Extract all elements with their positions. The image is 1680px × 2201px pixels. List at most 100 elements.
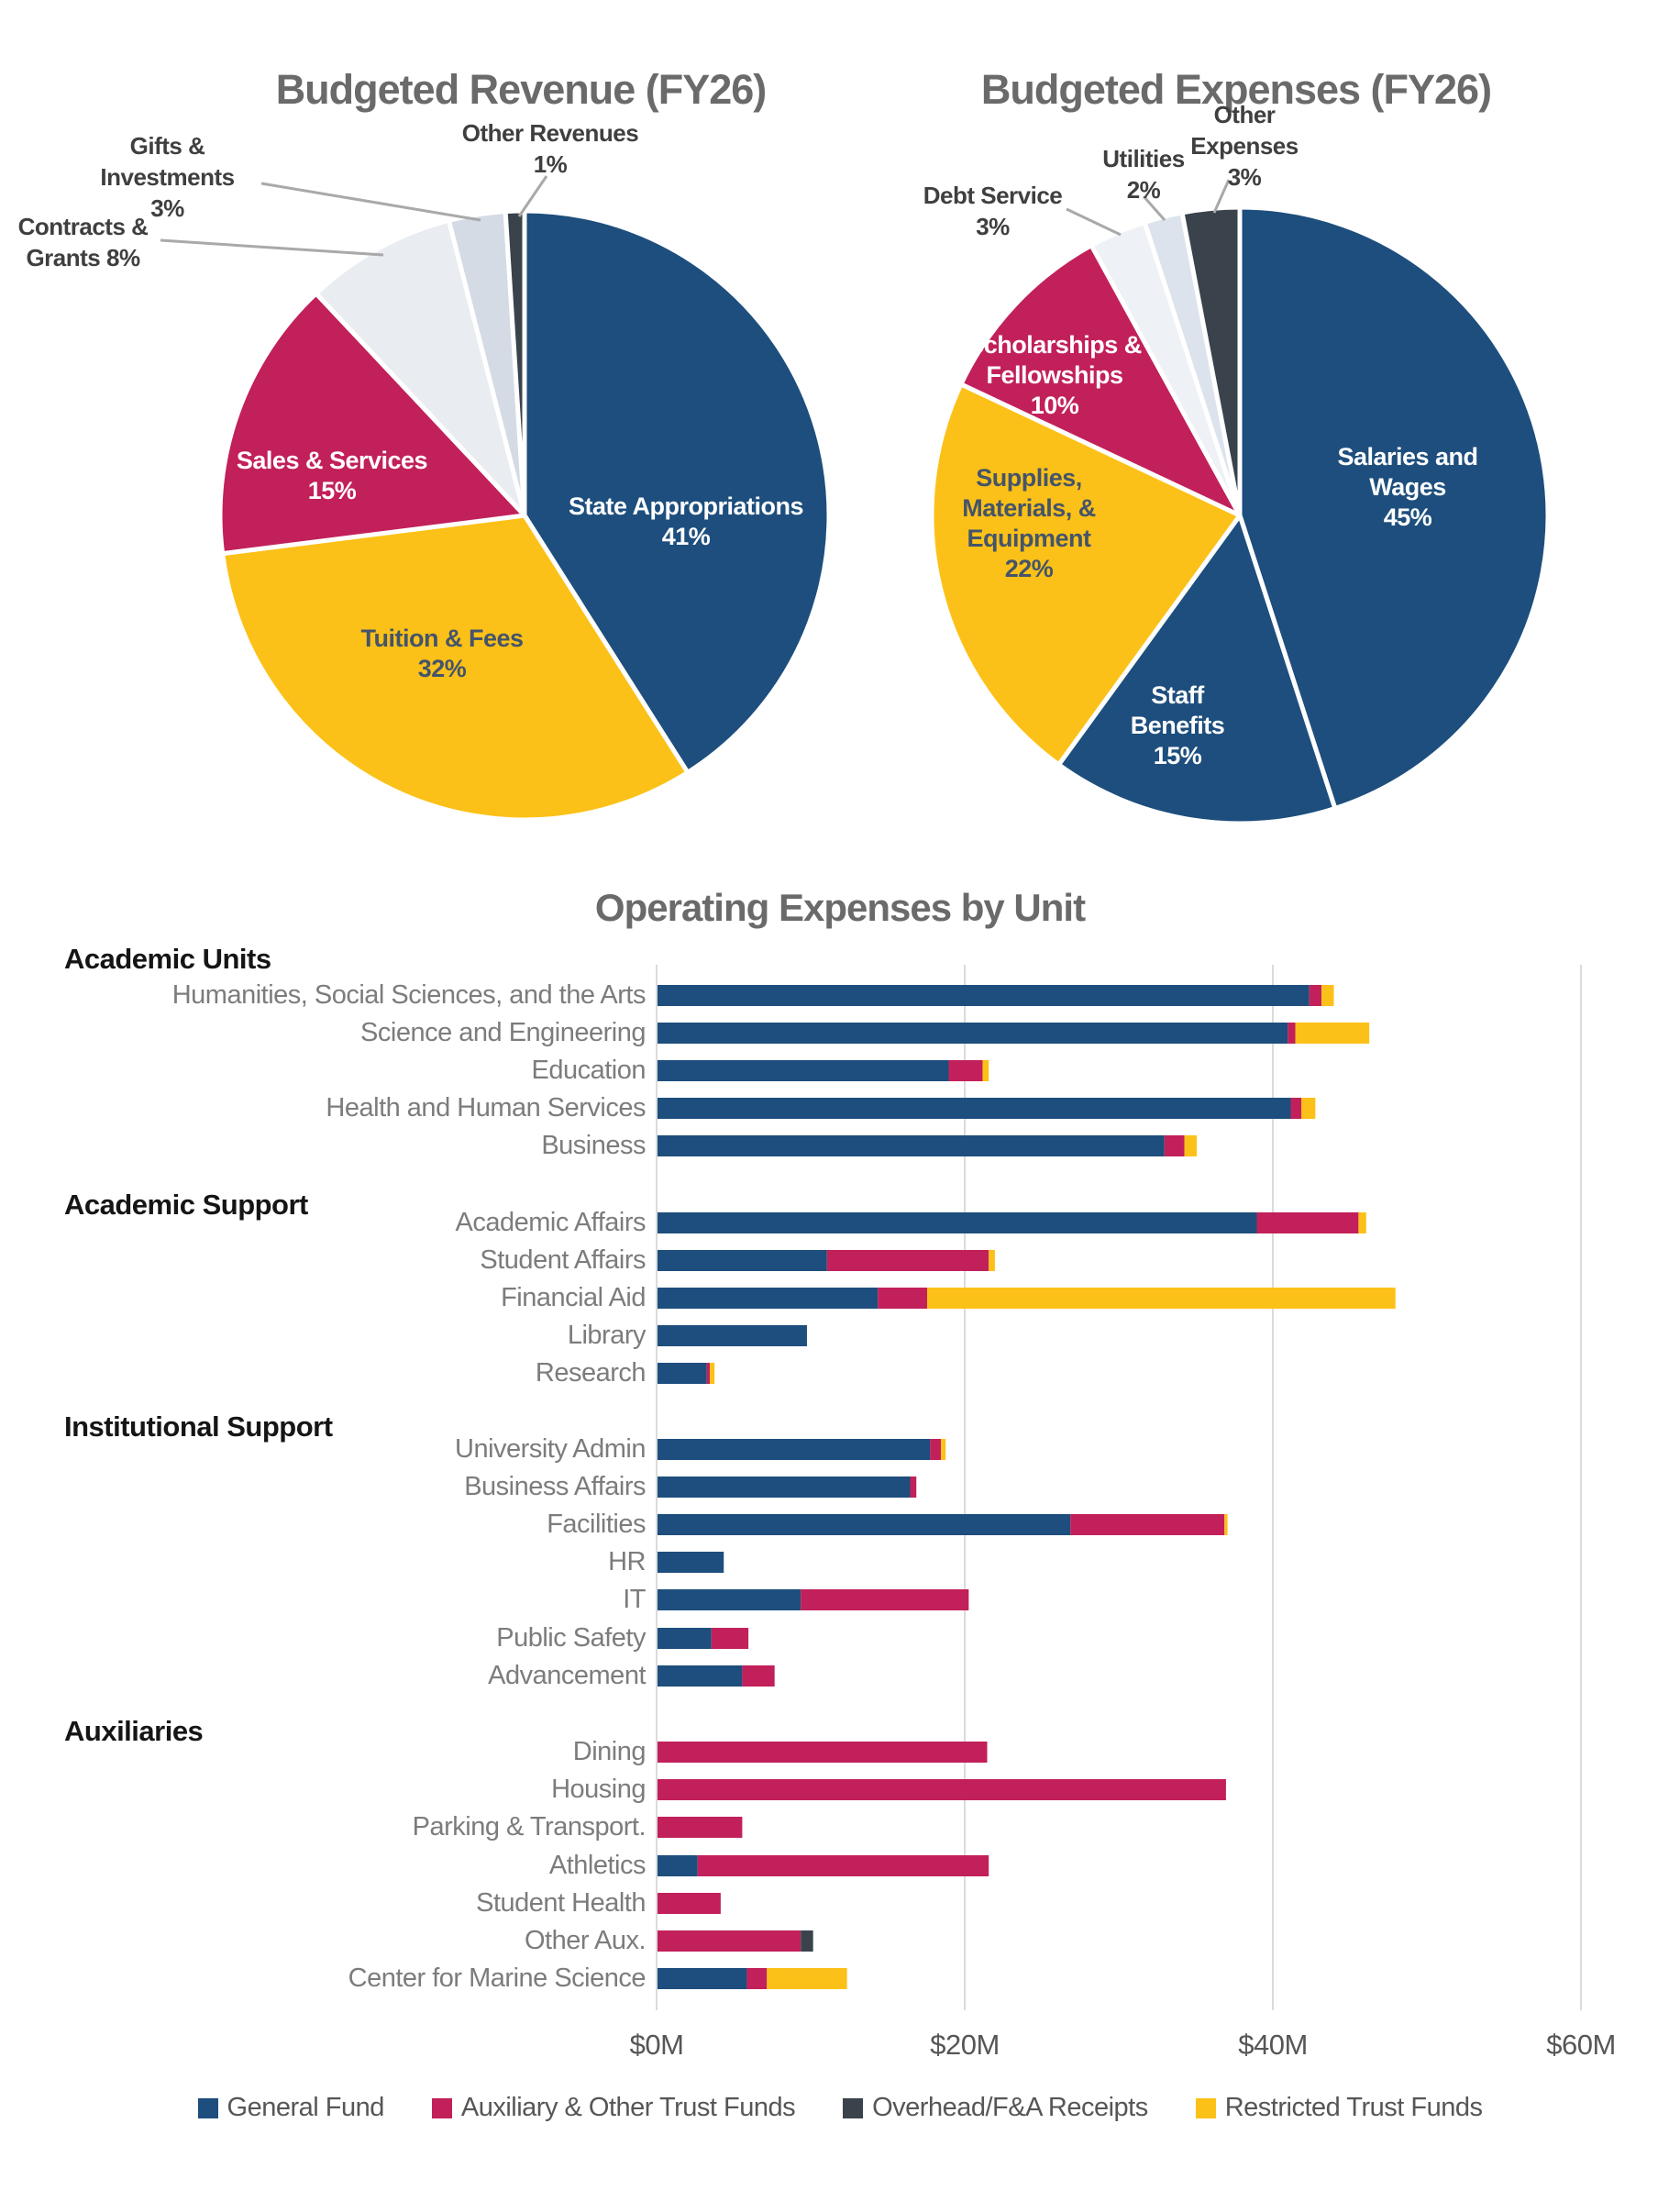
pie2-label-scholarships: Scholarships & Fellowships 10%: [965, 330, 1144, 421]
x-axis-tick-label: $60M: [1546, 2029, 1616, 2061]
bar-segment: [658, 1665, 743, 1687]
bar-row-label: Academic Affairs: [455, 1207, 647, 1237]
pie1-label-other-revenues: Other Revenues 1%: [454, 117, 647, 180]
slice-pct: 1%: [533, 150, 568, 178]
section-header-institutional-support: Institutional Support: [64, 1410, 333, 1443]
bar-row-label: Other Aux.: [524, 1925, 647, 1955]
pie-slice-tuition-fees: [220, 513, 691, 823]
pie1-label-tuition-fees: Tuition & Fees 32%: [341, 624, 543, 684]
slice-pct: 8%: [105, 244, 140, 271]
bar-row-label: Public Safety: [496, 1622, 646, 1653]
slice-label: Gifts & Investments: [100, 132, 235, 191]
bar-row-label: Science and Engineering: [360, 1017, 646, 1047]
section-header-academic-units: Academic Units: [64, 943, 271, 975]
bar-row-label: HR: [608, 1546, 646, 1576]
bar-row-label: IT: [623, 1584, 646, 1614]
bar-row-label: Student Health: [476, 1887, 646, 1918]
label-leader-line: [1066, 207, 1122, 237]
bar-row-label: Health and Human Services: [326, 1092, 646, 1123]
bar-row-label: Housing: [551, 1774, 646, 1804]
slice-pct: 3%: [1227, 163, 1262, 191]
legend-swatch-restricted-trust: [1195, 2097, 1216, 2118]
pie2-label-salaries-wages: Salaries and Wages 45%: [1330, 442, 1486, 533]
bar-row-label: Business: [541, 1130, 646, 1160]
bar-row-label: Education: [531, 1055, 647, 1085]
bar-row-label: Facilities: [547, 1509, 646, 1539]
slice-label: Scholarships & Fellowships: [967, 331, 1142, 389]
pie1-label-gifts-investments: Gifts & Investments 3%: [92, 130, 243, 224]
bar-row-label: Financial Aid: [501, 1282, 646, 1312]
bar-segment: [658, 1250, 827, 1271]
bar-segment: [658, 1589, 801, 1610]
slice-pct: 45%: [1383, 503, 1432, 531]
bar-segment: [1256, 1212, 1359, 1233]
legend-swatch-auxiliary-trust: [431, 2097, 452, 2118]
legend-swatch-overhead: [843, 2097, 864, 2118]
bar-chart-legend: General Fund Auxiliary & Other Trust Fun…: [0, 2093, 1680, 2123]
legend-swatch-general-fund: [197, 2097, 218, 2118]
pie-slice-scholarships-fellowships: [958, 243, 1243, 518]
slice-label: Other Expenses: [1190, 101, 1299, 160]
bar-row-label: Center for Marine Science: [348, 1963, 647, 1993]
bar-segment: [658, 1930, 801, 1952]
x-axis-tick-label: $40M: [1238, 2029, 1308, 2061]
bar-row-label: University Admin: [455, 1433, 646, 1464]
slice-pct: 10%: [1030, 392, 1079, 419]
bar-segment: [878, 1288, 927, 1309]
pie1-label-state-appropriations: State Appropriations 41%: [553, 492, 819, 552]
slice-pct: 15%: [307, 477, 357, 504]
bar-segment: [658, 1212, 1257, 1233]
pie-title-revenue: Budgeted Revenue (FY26): [275, 66, 768, 113]
pie-slice-staff-benefits: [1056, 513, 1338, 826]
bar-segment: [658, 1363, 707, 1384]
bar-segment: [658, 1552, 724, 1573]
slice-pct: 2%: [1126, 176, 1161, 204]
x-axis-tick-label: $20M: [930, 2029, 1000, 2061]
bar-segment: [767, 1968, 847, 1989]
slice-pct: 15%: [1153, 742, 1202, 769]
section-header-academic-support: Academic Support: [64, 1189, 308, 1221]
legend-label: General Fund: [227, 2093, 385, 2122]
pie-slice-sales-services: [217, 291, 527, 557]
bar-segment: [1290, 1098, 1302, 1119]
bar-row-label: Library: [567, 1320, 647, 1350]
label-leader-line: [160, 238, 384, 257]
bar-segment: [658, 1855, 698, 1876]
pie2-label-supplies-materials: Supplies, Materials, & Equipment 22%: [937, 463, 1121, 584]
bar-segment: [658, 985, 1310, 1006]
bar-segment: [801, 1930, 813, 1952]
bar-segment: [711, 1628, 749, 1649]
slice-label: Contracts & Grants: [17, 213, 149, 271]
bar-row-label: Advancement: [488, 1660, 646, 1690]
slice-label: State Appropriations: [568, 492, 804, 520]
slice-label: Staff Benefits: [1130, 681, 1225, 739]
bar-segment: [910, 1477, 917, 1498]
label-leader-line: [1142, 195, 1166, 221]
slice-label: Utilities: [1102, 145, 1185, 172]
legend-label: Restricted Trust Funds: [1224, 2093, 1483, 2122]
bar-segment: [658, 1893, 721, 1914]
bar-segment: [1321, 985, 1334, 1006]
bar-segment: [941, 1439, 946, 1460]
bar-segment: [658, 1742, 988, 1763]
bar-row-label: Business Affairs: [464, 1471, 646, 1501]
bar-segment: [658, 1817, 743, 1838]
bar-segment: [658, 1968, 747, 1989]
bar-segment: [658, 1439, 931, 1460]
pie2-label-utilities: Utilities 2%: [1087, 143, 1200, 205]
bar-segment: [930, 1439, 942, 1460]
legend-label: Auxiliary & Other Trust Funds: [460, 2093, 796, 2122]
slice-pct: 3%: [976, 213, 1010, 240]
slice-pct: 3%: [150, 194, 184, 222]
pie1-label-sales-services: Sales & Services 15%: [222, 446, 442, 506]
bar-segment: [1070, 1514, 1225, 1535]
legend-label: Overhead/F&A Receipts: [872, 2093, 1148, 2122]
slice-label: Sales & Services: [236, 447, 428, 474]
pie-slice-other-expenses: [1179, 205, 1243, 518]
bar-segment: [658, 1514, 1071, 1535]
bar-segment: [658, 1779, 1226, 1800]
bar-segment: [658, 1023, 1288, 1044]
bar-segment: [1164, 1135, 1185, 1156]
bar-segment: [746, 1968, 768, 1989]
bar-segment: [710, 1363, 715, 1384]
